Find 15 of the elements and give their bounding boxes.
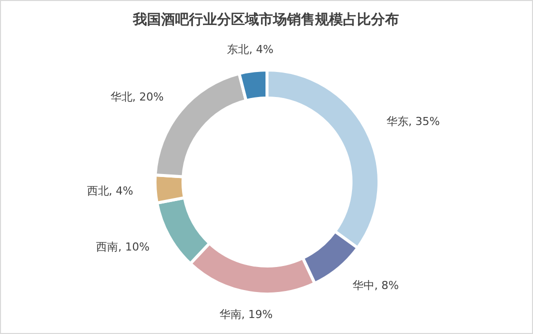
- data-label: , 4%: [248, 42, 274, 56]
- slice-label: 华东: [386, 115, 408, 128]
- slice-label: 华南: [219, 308, 242, 322]
- data-label: , 4%: [108, 184, 134, 198]
- slice-label: 华中: [352, 279, 374, 292]
- data-label: , 20%: [132, 90, 164, 104]
- chart-title: 我国酒吧行业分区域市场销售规模占比分布: [132, 11, 399, 28]
- data-label: , 19%: [241, 308, 273, 322]
- slice-label: 西北: [86, 184, 109, 198]
- data-label: , 35%: [408, 115, 440, 128]
- data-label: , 8%: [374, 279, 399, 292]
- slice-label: 东北: [226, 42, 249, 56]
- slice-label: 华北: [110, 90, 132, 104]
- data-label: , 10%: [118, 240, 150, 254]
- slice-label: 西南: [96, 240, 118, 254]
